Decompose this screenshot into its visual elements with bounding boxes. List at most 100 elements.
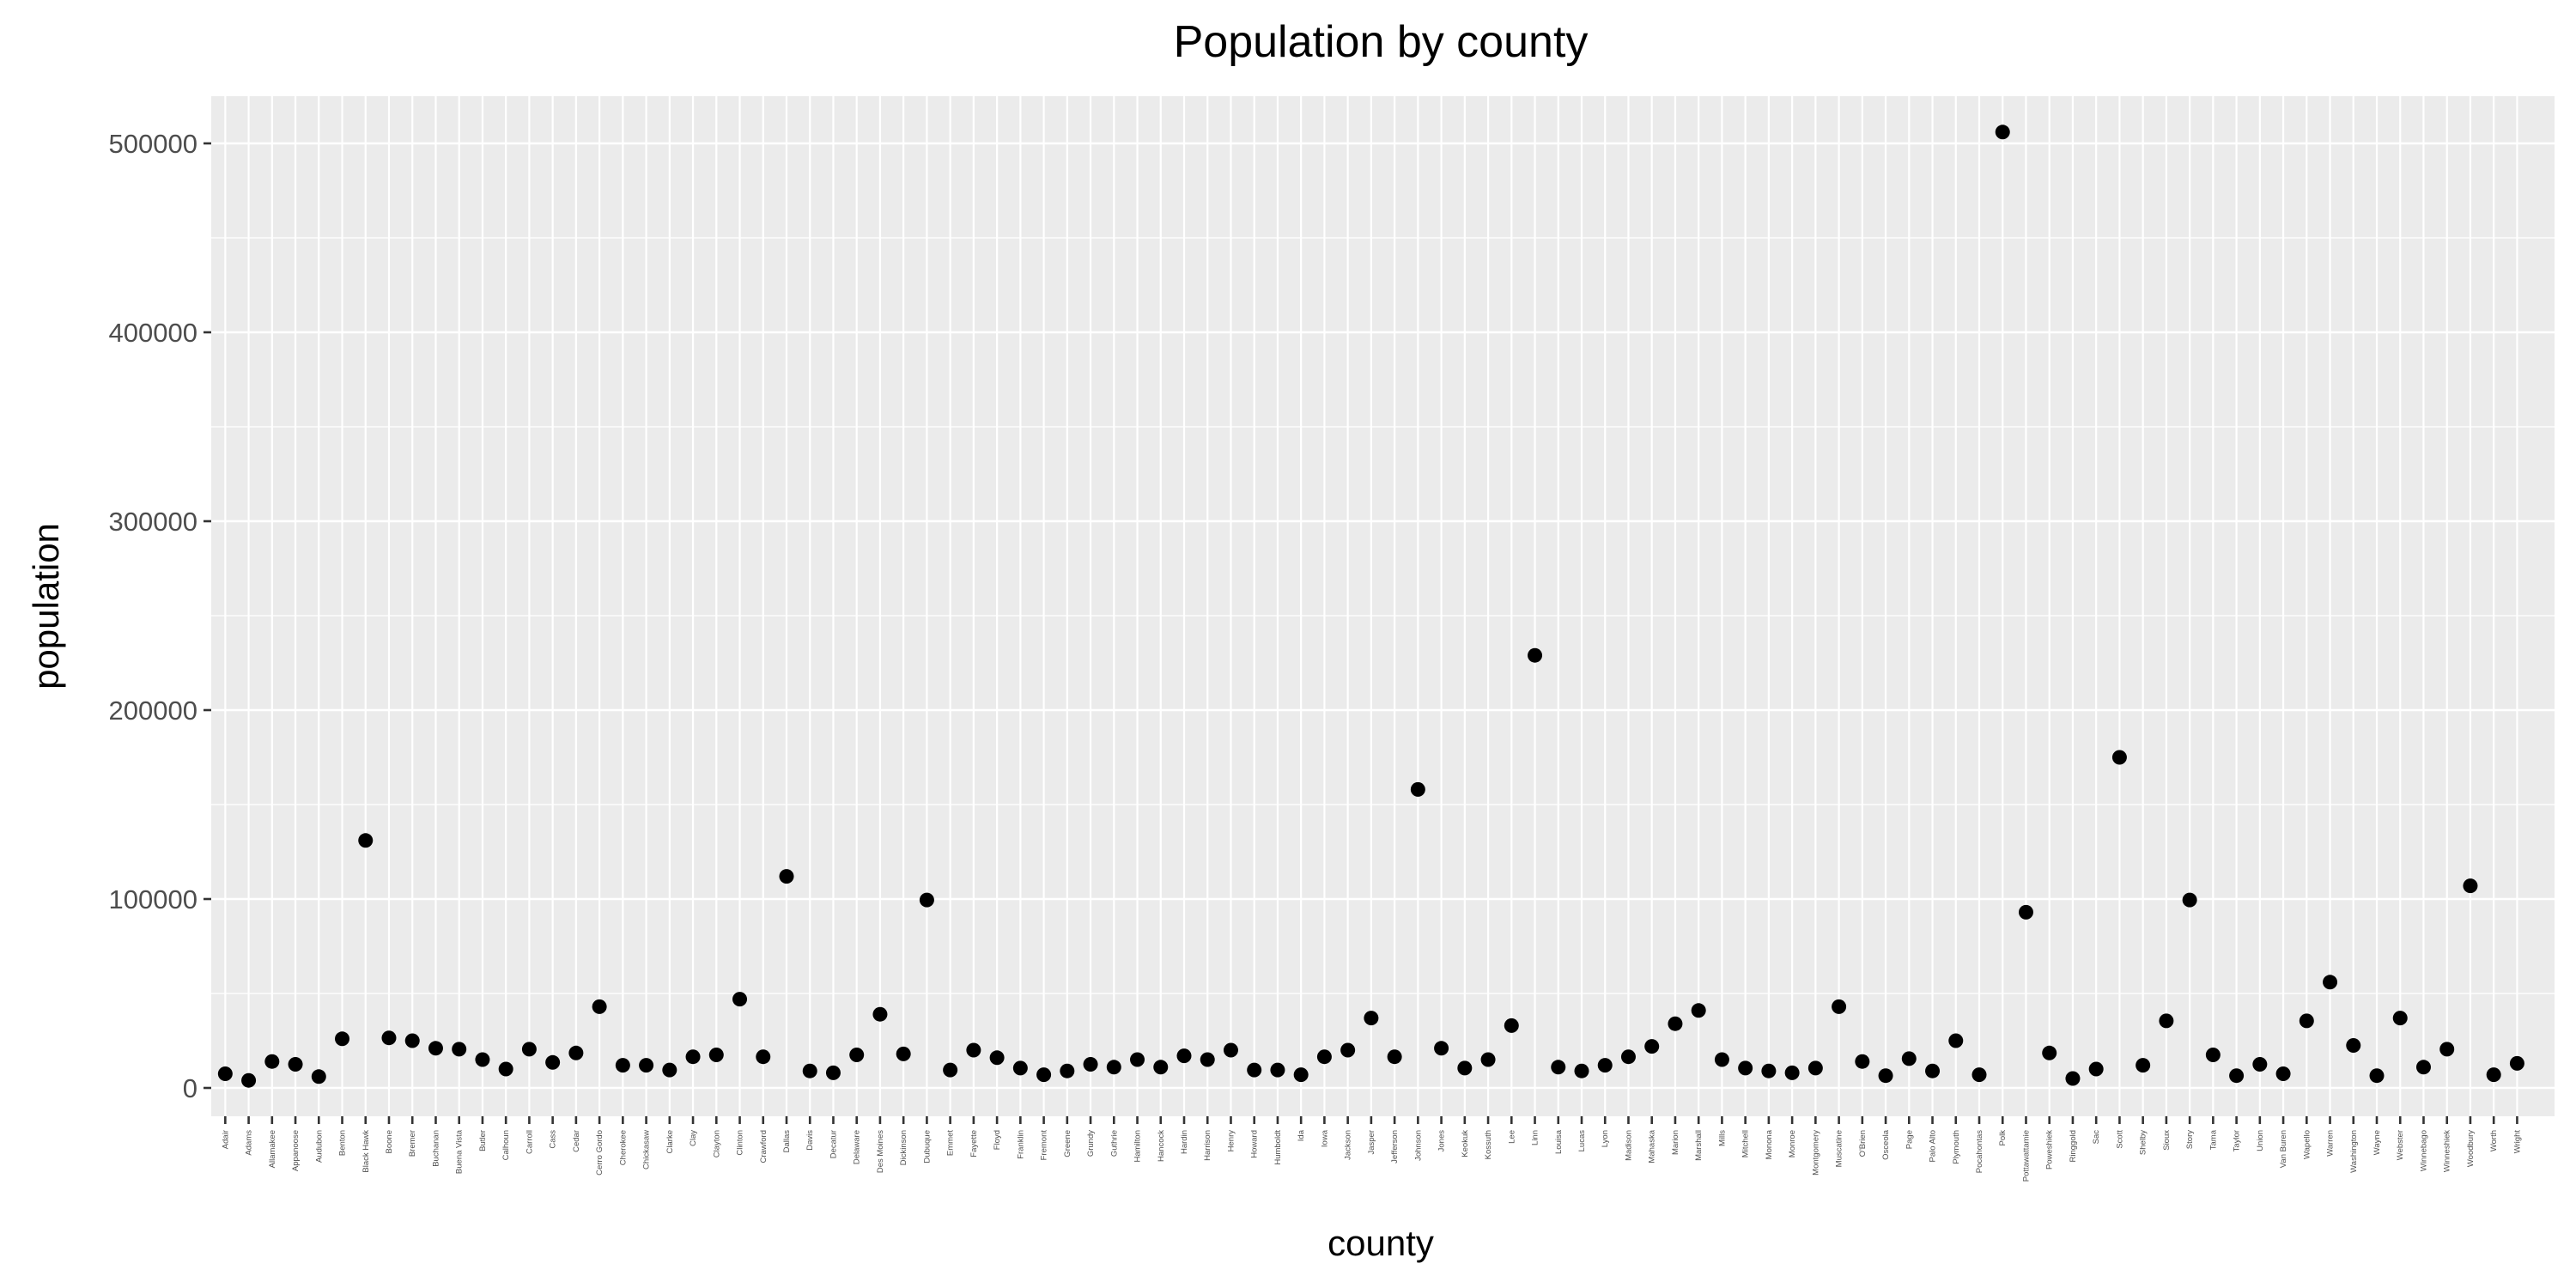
x-tick-label: Warren: [2326, 1130, 2336, 1157]
data-point: [1574, 1063, 1589, 1078]
y-tick-label: 300000: [109, 507, 197, 537]
data-point: [1083, 1057, 1098, 1072]
data-point: [1457, 1060, 1473, 1076]
data-point: [2111, 750, 2127, 765]
data-point: [1620, 1049, 1636, 1065]
x-tick-label: Washington: [2349, 1130, 2359, 1173]
x-tick-label: Sioux: [2162, 1130, 2172, 1151]
data-point: [1995, 125, 2010, 140]
data-point: [1200, 1052, 1215, 1067]
x-tick-label: Davis: [805, 1130, 815, 1151]
x-tick-label: Dickinson: [899, 1130, 908, 1165]
x-tick-label: Fayette: [969, 1130, 979, 1157]
x-tick-label: Marshall: [1694, 1130, 1704, 1161]
x-tick-label: Ida: [1297, 1129, 1306, 1141]
x-tick-label: Buena Vista: [455, 1129, 465, 1174]
data-point: [1340, 1042, 1356, 1058]
x-tick-label: Tama: [2208, 1129, 2218, 1150]
data-point: [802, 1063, 817, 1078]
x-tick-label: Lee: [1507, 1130, 1516, 1144]
x-axis-title: county: [1327, 1223, 1434, 1263]
data-point: [2346, 1038, 2361, 1053]
data-point: [568, 1045, 584, 1060]
data-point: [1528, 647, 1543, 663]
x-tick-label: Dubuque: [922, 1130, 932, 1163]
x-axis: Adair Adams Allamakee Appanoose Audubon Bento…: [221, 1116, 2522, 1182]
data-point: [498, 1061, 513, 1077]
data-point: [756, 1049, 771, 1065]
data-point: [1504, 1018, 1519, 1033]
y-axis: 0 100000 200000 300000 400000 500000: [109, 129, 211, 1103]
x-tick-label: Hancock: [1157, 1130, 1166, 1162]
data-point: [217, 1066, 233, 1081]
major-y-gridlines: [211, 142, 2555, 1090]
x-tick-label: Pottawattamie: [2021, 1130, 2031, 1182]
data-point: [404, 1033, 420, 1048]
x-tick-label: Woodbury: [2466, 1130, 2476, 1167]
data-point: [1364, 1011, 1379, 1026]
x-tick-label: Adair: [221, 1130, 230, 1149]
data-point: [2392, 1011, 2408, 1026]
data-point: [1012, 1060, 1028, 1076]
data-point: [2463, 878, 2478, 894]
x-tick-label: Wright: [2512, 1130, 2522, 1154]
x-tick-label: Carroll: [525, 1130, 534, 1154]
x-tick-label: Palo Alto: [1929, 1130, 1938, 1163]
data-point: [358, 833, 374, 848]
x-tick-label: Webster: [2396, 1130, 2405, 1160]
y-tick-label: 0: [183, 1073, 197, 1103]
x-tick-label: Butler: [478, 1130, 488, 1151]
x-tick-label: Benton: [338, 1130, 348, 1156]
data-point: [1270, 1062, 1285, 1078]
data-point: [943, 1062, 958, 1078]
data-point: [1036, 1067, 1052, 1083]
data-point: [2018, 904, 2033, 920]
data-point: [1410, 781, 1425, 797]
x-tick-label: Bremer: [408, 1130, 417, 1157]
data-point: [381, 1030, 397, 1046]
data-point: [2252, 1057, 2268, 1072]
data-point: [2136, 1058, 2151, 1073]
x-tick-label: Howard: [1250, 1130, 1260, 1158]
data-point: [2275, 1066, 2291, 1081]
x-tick-label: Cerro Gordo: [595, 1130, 605, 1176]
data-point: [241, 1072, 257, 1088]
data-point: [685, 1049, 701, 1065]
x-tick-label: Buchanan: [431, 1130, 440, 1167]
x-tick-label: Grundy: [1086, 1130, 1096, 1157]
data-point: [662, 1062, 677, 1078]
x-tick-label: Henry: [1226, 1130, 1236, 1152]
data-point: [732, 992, 748, 1007]
data-point: [919, 892, 934, 908]
x-tick-label: Franklin: [1016, 1130, 1025, 1159]
x-tick-label: Osceola: [1881, 1129, 1891, 1160]
x-tick-label: Story: [2185, 1130, 2195, 1149]
data-point: [1691, 1003, 1706, 1018]
x-tick-label: Monona: [1765, 1129, 1774, 1159]
x-tick-label: Audubon: [314, 1130, 324, 1163]
x-tick-label: Calhoun: [501, 1130, 511, 1160]
x-tick-label: Guthrie: [1109, 1130, 1119, 1157]
data-point: [592, 999, 607, 1014]
x-tick-label: Cedar: [572, 1130, 581, 1152]
data-point: [708, 1048, 724, 1062]
y-tick-label: 200000: [109, 696, 197, 726]
x-tick-label: Monroe: [1788, 1130, 1797, 1157]
data-point: [1738, 1060, 1753, 1076]
x-tick-label: Appanoose: [291, 1130, 301, 1171]
data-point: [1807, 1060, 1823, 1076]
data-point: [1948, 1033, 1964, 1048]
data-point: [2088, 1061, 2104, 1077]
x-tick-label: Greene: [1063, 1130, 1072, 1157]
data-point: [335, 1031, 350, 1047]
y-axis-title: population: [26, 523, 66, 690]
data-point: [2065, 1071, 2081, 1086]
x-tick-label: Clayton: [712, 1130, 721, 1157]
x-tick-label: Clinton: [736, 1130, 745, 1156]
data-point: [1106, 1060, 1121, 1075]
x-tick-label: Lyon: [1601, 1130, 1610, 1147]
data-point: [1784, 1065, 1800, 1080]
x-tick-label: Union: [2256, 1130, 2265, 1151]
x-tick-label: Hardin: [1180, 1130, 1189, 1154]
